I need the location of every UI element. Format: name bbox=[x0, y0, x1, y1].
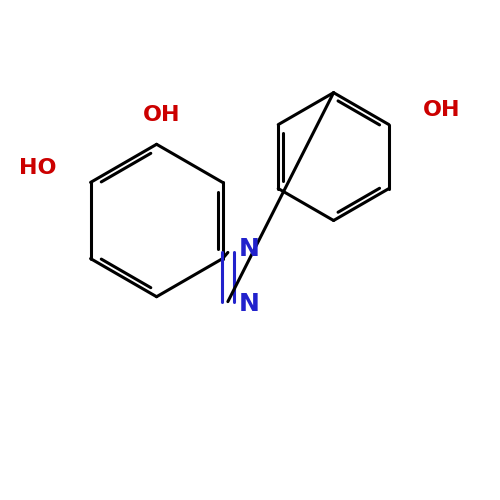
Text: OH: OH bbox=[424, 100, 461, 120]
Text: HO: HO bbox=[18, 158, 56, 178]
Text: N: N bbox=[238, 292, 260, 316]
Text: OH: OH bbox=[143, 104, 180, 124]
Text: N: N bbox=[238, 236, 260, 260]
